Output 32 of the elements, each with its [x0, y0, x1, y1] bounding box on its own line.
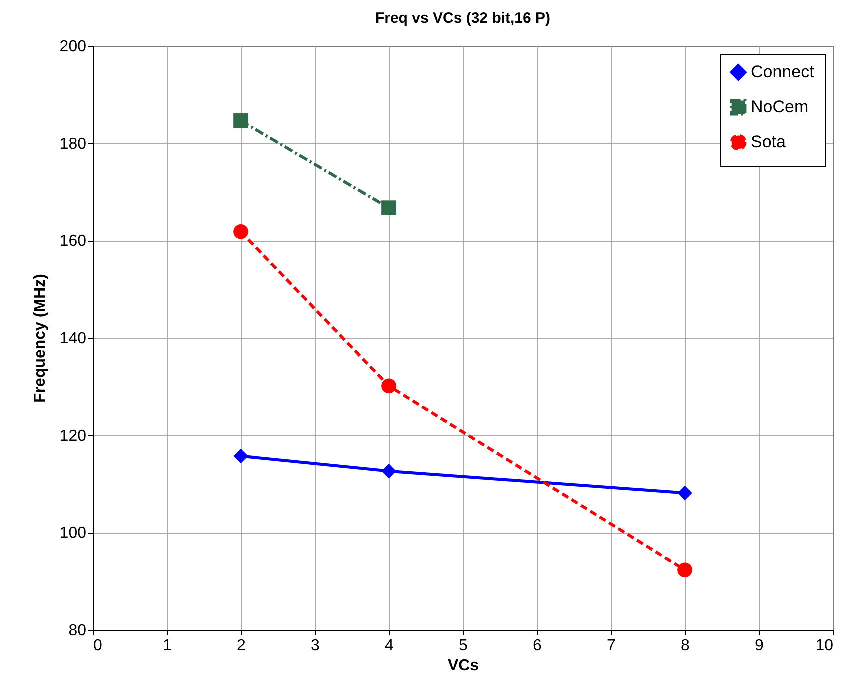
x-tick-label: 10 [816, 638, 834, 654]
y-tick-label: 120 [60, 428, 87, 445]
point [678, 562, 692, 578]
y-axis-title: Frequency (MHz) [32, 274, 49, 403]
point [382, 464, 396, 479]
point [234, 114, 248, 128]
x-tick-label: 0 [94, 638, 102, 654]
point [234, 224, 248, 240]
x-tick-label: 2 [237, 638, 246, 654]
y-tick-label: 200 [60, 38, 87, 56]
x-tick-label: 7 [607, 638, 616, 654]
point [678, 486, 692, 501]
chart-title: Freq vs VCs (32 bit,16 P) [375, 10, 551, 27]
x-tick-label: 6 [533, 638, 542, 654]
point [382, 378, 396, 394]
point [382, 200, 396, 216]
x-tick-label: 5 [459, 638, 468, 654]
y-tick-label: 100 [60, 525, 87, 542]
y-tick-label: 80 [68, 622, 87, 640]
point [234, 448, 248, 464]
x-tick-label: 8 [681, 638, 690, 654]
y-tick-label: 140 [60, 330, 87, 348]
legend-label: Sota [751, 132, 787, 152]
x-tick-label: 9 [755, 638, 764, 654]
y-tick-label: 160 [60, 233, 87, 250]
x-axis-title: VCs [448, 658, 480, 674]
legend-label: Connect [751, 62, 815, 82]
x-tick-label: 4 [385, 638, 394, 654]
legend-label: NoCem [751, 98, 809, 116]
y-tick-label: 180 [60, 136, 87, 153]
x-tick-label: 1 [163, 638, 172, 654]
x-tick-label: 3 [311, 638, 320, 654]
